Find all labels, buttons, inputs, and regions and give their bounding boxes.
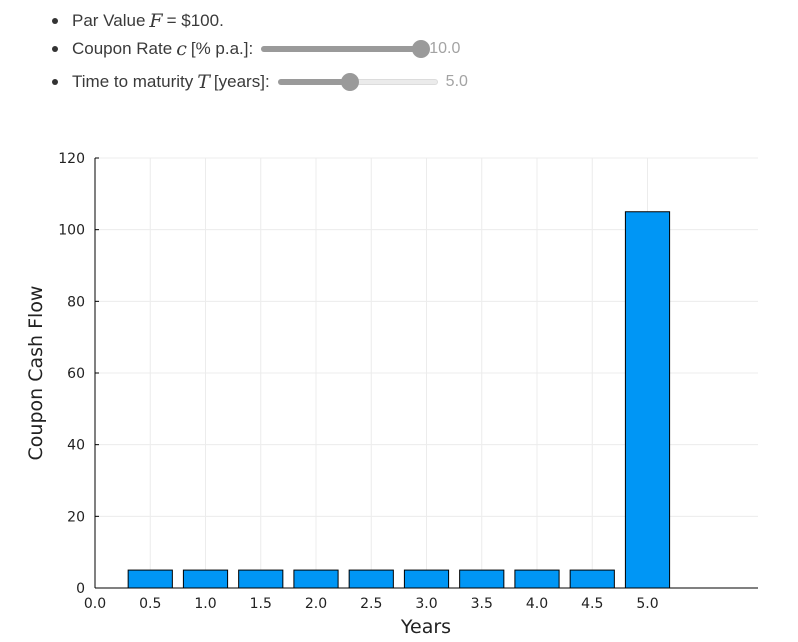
bar-4.5 [569, 569, 615, 589]
x-tick-label: 3.5 [471, 596, 493, 612]
bar-2.5 [348, 569, 394, 589]
bullet-icon [52, 79, 58, 85]
maturity-row: Time to maturity T [years]: 5.0 [52, 70, 468, 94]
y-tick-label: 40 [67, 438, 85, 454]
bullet-icon [52, 18, 58, 24]
coupon-rate-slider[interactable] [261, 37, 431, 61]
bar-3.5 [459, 569, 505, 589]
bar-1.0 [182, 569, 229, 589]
coupon-rate-symbol: c [176, 38, 187, 60]
x-tick-label: 2.5 [360, 596, 382, 612]
par-value-text: = $100. [166, 11, 224, 30]
bars [127, 211, 671, 589]
par-value-label: Par Value [72, 11, 146, 30]
bar-3.0 [403, 569, 450, 589]
tick-labels: 0.0 0.5 1.0 1.5 2.0 2.5 3.0 3.5 4.0 4.5 5.0 0 20 40 60… [58, 151, 658, 612]
y-tick-label: 0 [76, 581, 85, 597]
maturity-unit: [years]: [213, 72, 270, 91]
coupon-rate-label: Coupon Rate [72, 39, 173, 58]
bar-1.5 [238, 569, 284, 589]
x-axis-label: Years [400, 616, 451, 638]
bullet-icon [52, 46, 58, 52]
coupon-rate-unit: [% p.a.]: [190, 39, 254, 58]
y-axis-label: Coupon Cash Flow [25, 286, 47, 461]
maturity-symbol: T [197, 71, 210, 93]
coupon-rate-value: 10.0 [429, 40, 461, 57]
x-tick-label: 5.0 [636, 596, 658, 612]
x-tick-label: 1.5 [250, 596, 272, 612]
bar-2.0 [293, 569, 339, 589]
axes [94, 158, 758, 589]
y-tick-label: 80 [67, 294, 85, 310]
x-tick-label: 4.0 [526, 596, 548, 612]
x-tick-label: 4.5 [581, 596, 603, 612]
slider-handle[interactable] [340, 73, 359, 91]
y-tick-label: 120 [58, 151, 85, 167]
bar-4.0 [514, 569, 560, 589]
bar-5.0 [624, 211, 671, 589]
maturity-slider[interactable] [277, 70, 438, 94]
x-tick-label: 0.0 [84, 596, 106, 612]
slider-fill [261, 46, 422, 52]
maturity-value: 5.0 [445, 73, 468, 90]
controls-panel: Par Value F = $100. Coupon Rate c [% p.a… [0, 0, 798, 110]
y-tick-label: 60 [67, 366, 85, 382]
slider-fill [277, 79, 350, 85]
maturity-label: Time to maturity [72, 72, 194, 91]
slider-handle[interactable] [412, 40, 431, 58]
y-tick-label: 20 [67, 509, 85, 525]
par-value-symbol: F [149, 10, 163, 32]
coupon-rate-row: Coupon Rate c [% p.a.]: 10.0 [52, 37, 460, 61]
x-tick-label: 2.0 [305, 596, 327, 612]
bar-0.5 [127, 569, 173, 589]
y-tick-label: 100 [58, 223, 85, 239]
x-tick-label: 0.5 [139, 596, 161, 612]
x-tick-label: 1.0 [194, 596, 216, 612]
x-tick-label: 3.0 [415, 596, 437, 612]
par-value-row: Par Value F = $100. [52, 9, 224, 33]
